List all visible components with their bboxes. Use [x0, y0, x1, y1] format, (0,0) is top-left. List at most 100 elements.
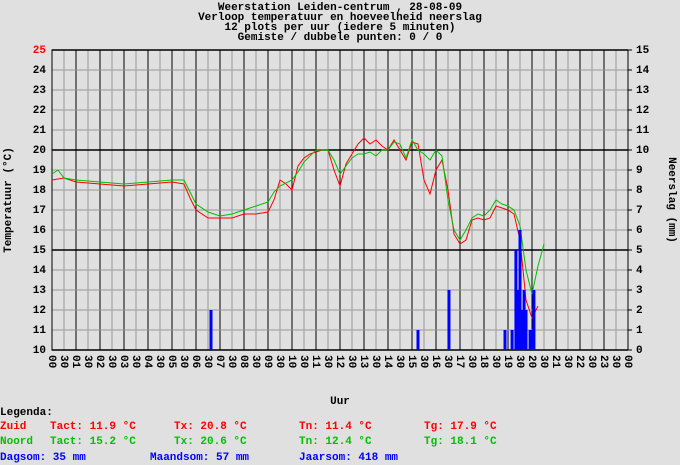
rain-bar [530, 330, 534, 350]
x-tick-label: 30 [537, 355, 549, 368]
y-tick-label: 25 [33, 45, 47, 57]
y-axis-label: Temperatuur (°C) [3, 147, 15, 253]
y-tick-label: 23 [33, 85, 47, 97]
y2-tick-label: 8 [636, 185, 643, 197]
y-tick-label: 21 [33, 125, 47, 137]
y-tick-label: 17 [33, 205, 46, 217]
plot-frame [51, 49, 629, 351]
rain-total: Jaarsom: 418 mm [299, 452, 398, 464]
x-tick-label: 30 [177, 355, 189, 368]
y2-tick-label: 7 [636, 205, 643, 217]
x-tick-label: 20 [525, 355, 537, 368]
rain-bar [514, 250, 518, 350]
x-tick-label: 30 [609, 355, 621, 368]
rain-total: Dagsom: 35 mm [0, 452, 86, 464]
y-tick-label: 22 [33, 105, 46, 117]
x-tick-label: 21 [549, 355, 561, 369]
legend-stat: Tx: 20.8 °C [174, 421, 247, 433]
chart-title: Verloop temperatuur en hoeveelheid neers… [198, 12, 482, 24]
rain-bar [447, 290, 451, 350]
y2-tick-label: 13 [636, 85, 650, 97]
x-tick-label: 04 [141, 355, 153, 369]
x-tick-label: 30 [321, 355, 333, 368]
y-tick-label: 13 [33, 285, 47, 297]
x-tick-label: 30 [297, 355, 309, 368]
y-tick-label: 15 [33, 245, 47, 257]
x-tick-label: 15 [405, 355, 417, 369]
rain-bar [522, 290, 526, 350]
x-tick-label: 00 [621, 355, 633, 368]
y2-tick-label: 4 [636, 265, 643, 277]
x-tick-label: 30 [585, 355, 597, 368]
y-tick-label: 14 [33, 265, 47, 277]
x-tick-label: 30 [129, 355, 141, 368]
rain-bar [524, 310, 528, 350]
x-tick-label: 19 [501, 355, 513, 368]
x-tick-label: 08 [237, 355, 249, 369]
rain-bar [528, 330, 532, 350]
x-tick-label: 11 [309, 355, 321, 369]
legend-stat: Tn: 11.4 °C [299, 421, 372, 433]
x-tick-label: 03 [117, 355, 129, 369]
x-tick-label: 30 [249, 355, 261, 368]
x-tick-label: 18 [477, 355, 489, 369]
chart-title: 12 plots per uur (iedere 5 minuten) [224, 22, 455, 34]
x-tick-label: 30 [153, 355, 165, 368]
x-tick-label: 30 [369, 355, 381, 368]
y-tick-label: 19 [33, 165, 46, 177]
x-tick-label: 14 [381, 355, 393, 369]
legend-stat: Tact: 11.9 °C [50, 421, 136, 433]
x-tick-label: 30 [417, 355, 429, 368]
y2-tick-label: 3 [636, 285, 643, 297]
x-tick-label: 02 [93, 355, 105, 368]
x-tick-label: 30 [201, 355, 213, 368]
x-tick-label: 10 [285, 355, 297, 368]
temperature-line [51, 137, 539, 320]
rain-bar [532, 290, 536, 350]
y-tick-label: 11 [33, 325, 47, 337]
x-tick-label: 17 [453, 355, 465, 368]
temperature-line [51, 138, 545, 295]
x-tick-label: 23 [597, 355, 609, 369]
x-tick-label: 30 [441, 355, 453, 368]
y2-axis-label: Neerslag (mm) [665, 157, 677, 243]
y2-tick-label: 10 [636, 145, 649, 157]
x-tick-label: 30 [57, 355, 69, 368]
y-tick-label: 18 [33, 185, 47, 197]
legend-stat: Tn: 12.4 °C [299, 436, 372, 448]
y2-tick-label: 15 [636, 45, 650, 57]
x-tick-label: 13 [357, 355, 369, 369]
y2-tick-label: 5 [636, 245, 643, 257]
x-tick-label: 30 [273, 355, 285, 368]
y2-tick-label: 14 [636, 65, 650, 77]
x-tick-label: 00 [45, 355, 57, 368]
y2-tick-label: 2 [636, 305, 643, 317]
x-tick-label: 30 [489, 355, 501, 368]
y2-tick-label: 6 [636, 225, 643, 237]
x-tick-label: 30 [345, 355, 357, 368]
legend-stat: Tg: 18.1 °C [424, 436, 497, 448]
y2-tick-label: 11 [636, 125, 650, 137]
y-tick-label: 12 [33, 305, 46, 317]
x-tick-label: 30 [561, 355, 573, 368]
x-tick-label: 22 [573, 355, 585, 368]
legend-name: Noord [0, 436, 33, 448]
y2-tick-label: 12 [636, 105, 649, 117]
y-tick-label: 20 [33, 145, 46, 157]
rain-bar [516, 290, 520, 350]
legend-stat: Tx: 20.6 °C [174, 436, 247, 448]
y-tick-label: 10 [33, 345, 46, 357]
x-tick-label: 30 [465, 355, 477, 368]
rain-bar [520, 310, 524, 350]
x-tick-label: 30 [513, 355, 525, 368]
legend-stat: Tact: 15.2 °C [50, 436, 136, 448]
x-tick-label: 06 [189, 355, 201, 368]
y2-tick-label: 9 [636, 165, 643, 177]
y2-tick-label: 0 [636, 345, 643, 357]
x-tick-label: 01 [69, 355, 81, 369]
x-tick-label: 09 [261, 355, 273, 368]
x-tick-label: 12 [333, 355, 345, 368]
x-axis-label: Uur [330, 396, 350, 408]
chart-title: Weerstation Leiden-centrum , 28-08-09 [218, 2, 462, 14]
